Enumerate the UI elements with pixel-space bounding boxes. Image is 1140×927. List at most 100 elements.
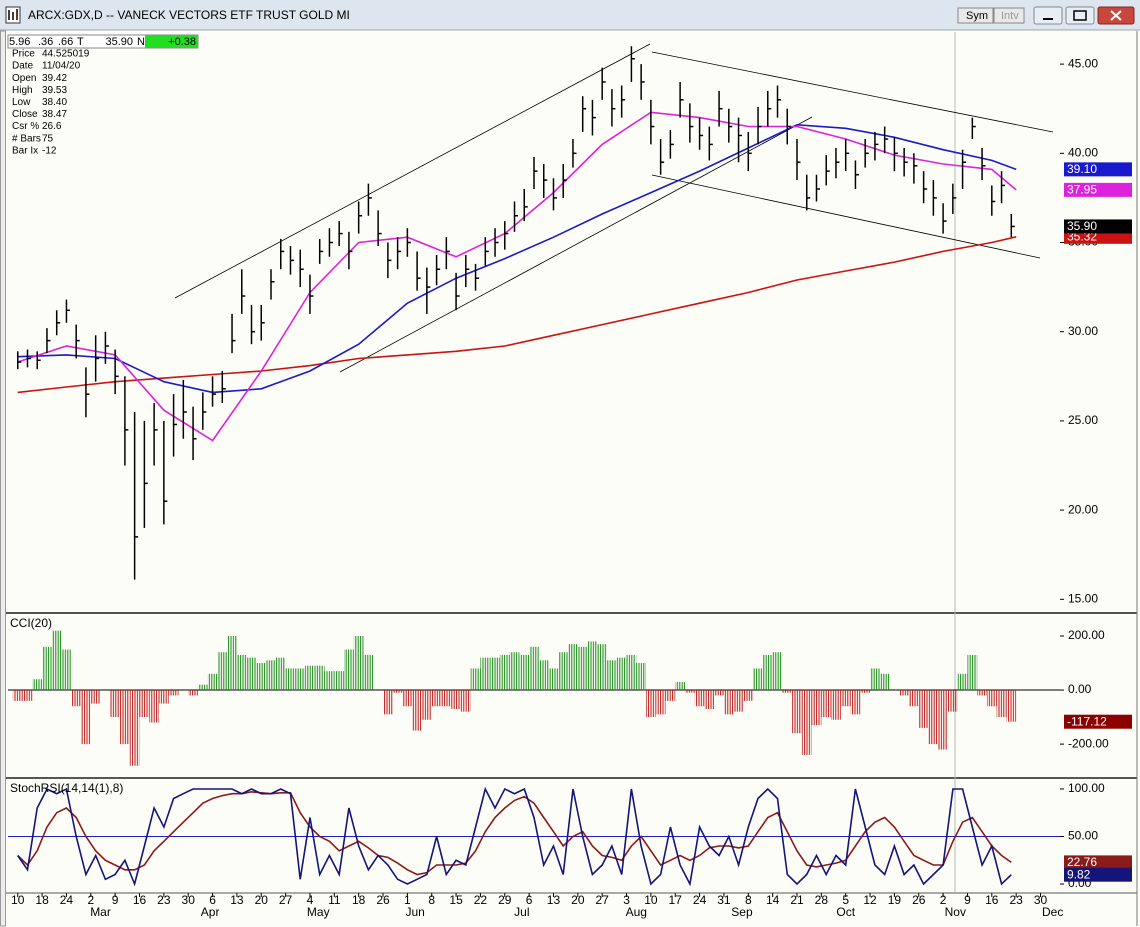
cci-bar bbox=[646, 690, 656, 718]
close-glyph bbox=[1110, 10, 1122, 21]
cci-bar bbox=[12, 690, 23, 701]
y-tick-label: 40.00 bbox=[1068, 145, 1098, 159]
cci-bar bbox=[363, 654, 374, 691]
sym-button[interactable] bbox=[957, 7, 994, 24]
cci-bar bbox=[714, 690, 724, 696]
series-line bbox=[17, 236, 1017, 394]
cci-bar bbox=[840, 690, 851, 707]
intv-button-label[interactable]: Intv bbox=[1001, 10, 1019, 22]
cci-bar bbox=[139, 690, 150, 718]
month-label: Sep bbox=[731, 905, 753, 919]
last-value-label: 39.10 bbox=[1067, 162, 1097, 176]
cci-bar bbox=[909, 690, 919, 707]
cci-bar bbox=[529, 646, 539, 691]
x-tick-label: 30 bbox=[182, 893, 196, 907]
last-value-label: 22.76 bbox=[1067, 855, 1097, 869]
cci-bar bbox=[227, 636, 237, 691]
cci-bar bbox=[402, 690, 413, 707]
x-tick-label: 13 bbox=[230, 893, 244, 907]
quote-cell: 5.96 bbox=[9, 36, 30, 48]
last-value-label-box bbox=[1064, 714, 1132, 729]
info-label: High bbox=[12, 85, 33, 96]
cci-bar bbox=[597, 644, 608, 691]
x-tick-label: 18 bbox=[35, 893, 49, 907]
sym-button-label[interactable]: Sym bbox=[966, 10, 988, 22]
cci-bar bbox=[441, 690, 452, 707]
cci-bar bbox=[236, 654, 247, 691]
x-tick-label: 2 bbox=[940, 893, 947, 907]
last-value-label-box bbox=[1064, 162, 1132, 177]
month-label: May bbox=[307, 905, 330, 919]
cci-bar bbox=[938, 690, 948, 750]
x-tick-label: 19 bbox=[888, 893, 902, 907]
x-tick-label: 27 bbox=[596, 893, 610, 907]
cci-bar bbox=[801, 690, 812, 755]
last-value-label: 9.82 bbox=[1067, 867, 1091, 881]
cci-bar bbox=[577, 646, 588, 691]
panel-title: StochRSI(14,14(1),8) bbox=[10, 781, 123, 795]
x-tick-label: 5 bbox=[842, 893, 849, 907]
cci-bar bbox=[636, 663, 647, 691]
cci-bar bbox=[538, 660, 549, 691]
x-tick-label: 3 bbox=[623, 893, 630, 907]
x-tick-label: 20 bbox=[255, 893, 269, 907]
series-line bbox=[17, 786, 1012, 887]
cci-bar bbox=[451, 690, 461, 709]
quote-cell: .36 bbox=[38, 36, 53, 48]
cci-bar bbox=[275, 657, 286, 691]
y-tick-label: 20.00 bbox=[1068, 502, 1098, 516]
info-value: 38.47 bbox=[42, 109, 67, 120]
x-tick-label: 10 bbox=[644, 893, 658, 907]
cci-bar bbox=[977, 690, 987, 696]
info-value: 44.525019 bbox=[42, 49, 90, 60]
x-tick-label: 15 bbox=[449, 893, 463, 907]
x-tick-label: 17 bbox=[669, 893, 683, 907]
window-title: ARCX:GDX,D -- VANECK VECTORS ETF TRUST G… bbox=[28, 8, 350, 22]
month-label: Oct bbox=[836, 905, 855, 919]
x-tick-label: 24 bbox=[693, 893, 707, 907]
trend-line bbox=[174, 43, 651, 299]
info-value: 39.53 bbox=[42, 85, 67, 96]
cci-bar bbox=[295, 668, 306, 691]
cci-bar bbox=[558, 652, 569, 691]
x-tick-label: 1 bbox=[404, 893, 411, 907]
cci-bar bbox=[879, 673, 890, 691]
cci-bar bbox=[782, 690, 793, 693]
cci-bar bbox=[431, 690, 442, 707]
x-tick-label: 4 bbox=[307, 893, 314, 907]
info-label: Csr % bbox=[12, 121, 39, 132]
x-tick-label: 10 bbox=[11, 893, 25, 907]
last-value-label-box bbox=[1064, 182, 1132, 197]
last-value-label: 37.95 bbox=[1067, 183, 1097, 197]
cci-bar bbox=[207, 673, 218, 691]
month-label: Nov bbox=[945, 905, 966, 919]
cci-bar bbox=[1006, 690, 1017, 722]
x-tick-label: 24 bbox=[60, 893, 74, 907]
last-value-label-box bbox=[1064, 855, 1132, 870]
month-label: Jul bbox=[514, 905, 529, 919]
info-value: -12 bbox=[42, 145, 57, 156]
x-tick-label: 29 bbox=[498, 893, 512, 907]
intv-button[interactable] bbox=[993, 7, 1025, 24]
maximize-button[interactable] bbox=[1065, 6, 1095, 25]
y-tick-label: 0.00 bbox=[1068, 682, 1092, 696]
info-label: Open bbox=[12, 73, 36, 84]
cci-bar bbox=[704, 690, 715, 709]
cci-bar bbox=[129, 690, 140, 766]
cci-bar bbox=[675, 681, 685, 691]
month-label: Mar bbox=[90, 905, 111, 919]
info-label: Bar Ix bbox=[12, 145, 38, 156]
quote-cell: T bbox=[77, 36, 84, 48]
cci-bar bbox=[986, 690, 997, 707]
x-tick-label: 31 bbox=[717, 893, 731, 907]
cci-bar bbox=[694, 690, 705, 707]
info-label: # Bars bbox=[12, 133, 41, 144]
cci-bar bbox=[197, 684, 208, 691]
cci-bar bbox=[285, 668, 296, 691]
cci-bar bbox=[32, 679, 43, 691]
cci-bar bbox=[246, 657, 257, 691]
cci-bar bbox=[772, 652, 783, 691]
minimize-button[interactable] bbox=[1033, 6, 1063, 25]
panel-title: CCI(20) bbox=[10, 616, 52, 630]
